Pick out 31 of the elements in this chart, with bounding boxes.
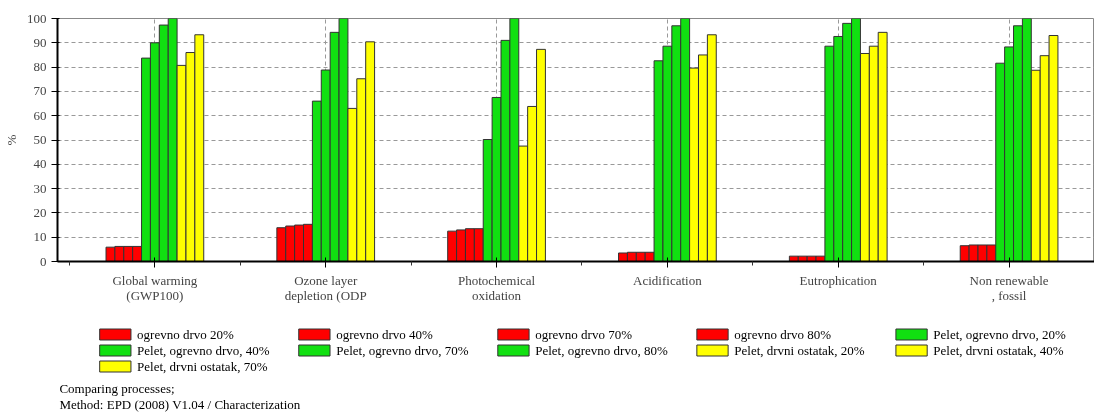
y-tick-label: 100 (27, 10, 47, 26)
x-tick-label: Photochemical oxidation (457, 272, 536, 303)
y-tick-label: 10 (33, 229, 47, 245)
y-axis-title: % (4, 134, 19, 146)
text: Comparing processes; (59, 381, 175, 396)
legend-label: ogrevno drvo 80% (734, 327, 832, 342)
legend-label: Pelet, drvni ostatak, 40% (933, 343, 1064, 358)
legend-label: ogrevno drvo 20% (137, 327, 235, 342)
legend-label: ogrevno drvo 70% (535, 327, 633, 342)
x-tick-label: Global warming (GWP100) (112, 272, 198, 303)
x-tick-label: Ozone layer depletion (ODP (284, 272, 367, 303)
y-tick-label: 20 (33, 204, 47, 220)
x-tick-label: Acidification (633, 272, 703, 288)
y-tick-label: 90 (33, 34, 47, 50)
x-tick-label: Eutrophication (799, 272, 878, 288)
legend-label: ogrevno drvo 40% (336, 327, 434, 342)
y-tick-label: 30 (33, 180, 47, 196)
legend-label: Pelet, drvni ostatak, 70% (137, 359, 268, 374)
legend-label: Pelet, ogrevno drvo, 70% (336, 343, 469, 358)
text: Method: EPD (2008) V1.04 / Characterization (59, 397, 301, 412)
y-tick-label: 80 (33, 59, 47, 75)
legend-label: Pelet, ogrevno drvo, 20% (933, 327, 1067, 342)
legend-label: Pelet, ogrevno drvo, 80% (535, 343, 668, 358)
y-tick-label: 50 (33, 132, 47, 147)
x-tick-label: Non renewable , fossil (969, 272, 1049, 303)
legend-label: Pelet, drvni ostatak, 20% (734, 343, 865, 358)
legend-label: Pelet, ogrevno drvo, 40% (137, 343, 270, 358)
y-tick-label: 40 (33, 156, 47, 172)
y-tick-label: 70 (33, 83, 47, 99)
y-tick-label: 60 (33, 107, 47, 123)
y-tick-label: 0 (40, 253, 47, 269)
